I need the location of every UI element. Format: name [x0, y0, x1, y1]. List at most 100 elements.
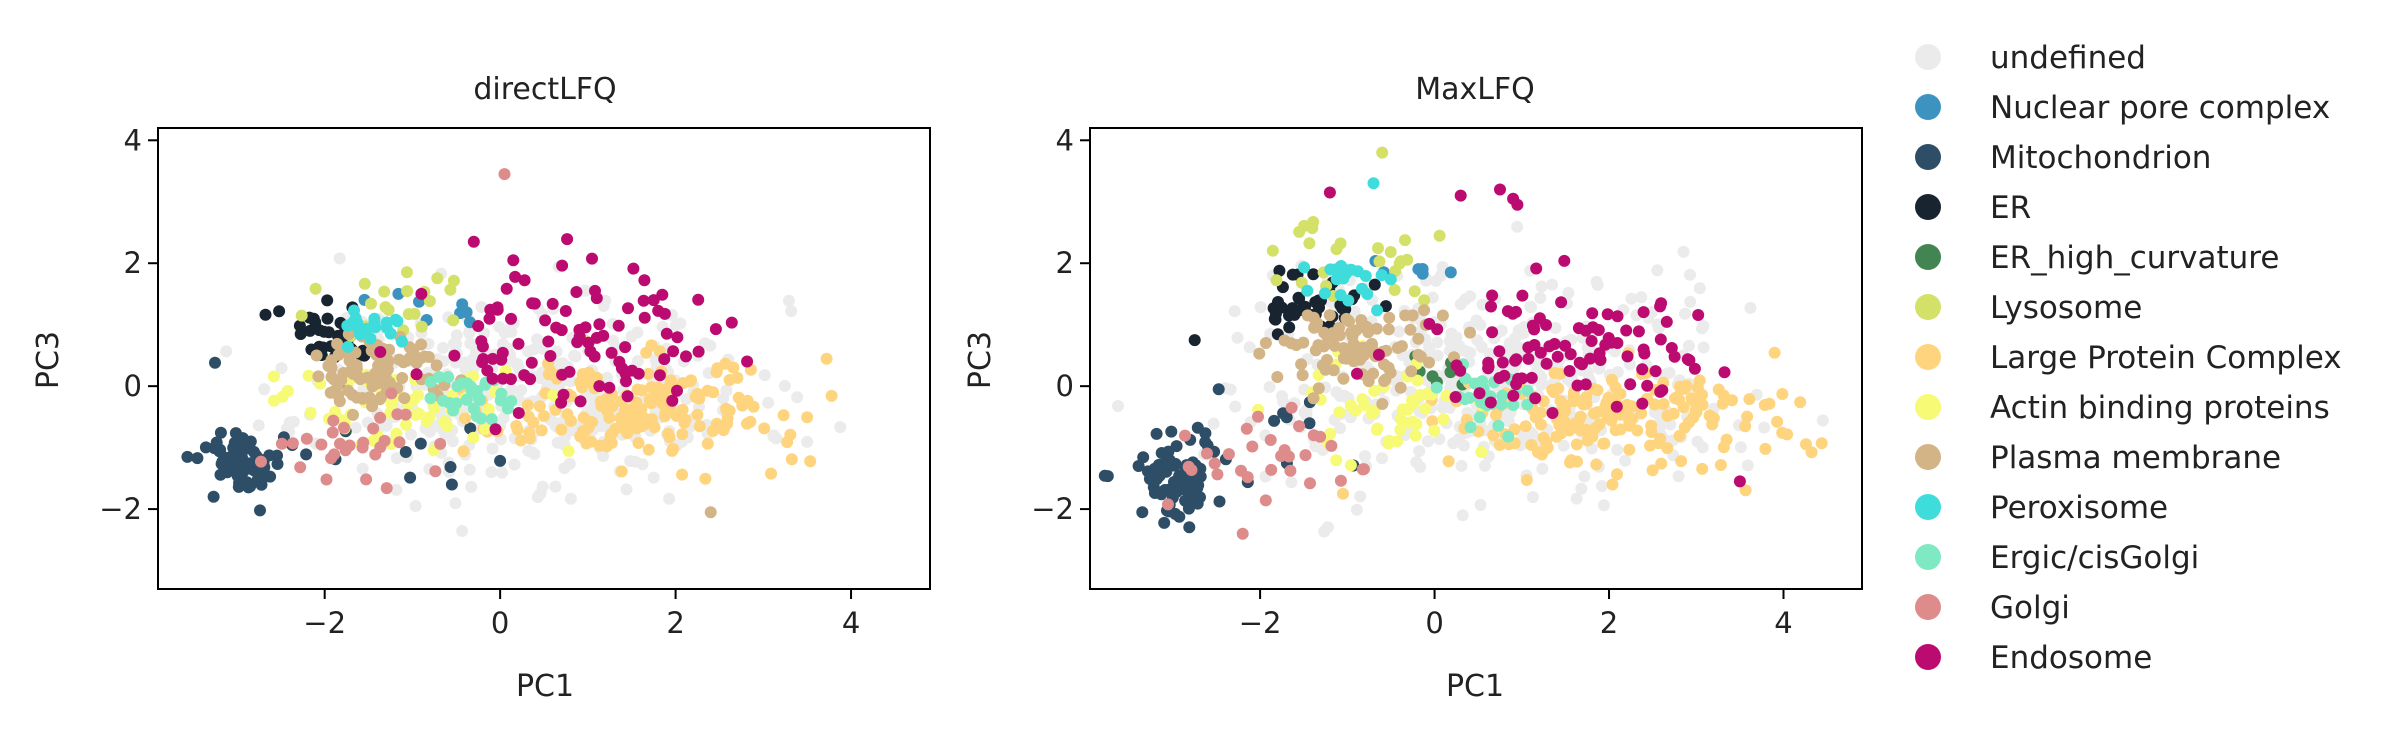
point-large-protein-complex	[514, 434, 527, 447]
point-endosome	[1586, 307, 1599, 320]
point-golgi	[385, 387, 398, 400]
point-undefined	[1758, 421, 1771, 434]
point-endosome	[612, 319, 625, 332]
point-plasma-membrane	[1382, 323, 1395, 336]
point-large-protein-complex	[510, 420, 523, 432]
point-large-protein-complex	[717, 424, 730, 437]
point-er	[321, 312, 334, 325]
point-mitochondrion	[300, 448, 313, 461]
point-actin-binding-proteins	[1407, 397, 1420, 410]
point-undefined	[767, 429, 780, 442]
point-plasma-membrane	[1312, 339, 1325, 352]
point-large-protein-complex	[1771, 415, 1784, 428]
point-large-protein-complex	[1590, 458, 1603, 471]
point-undefined	[1534, 291, 1547, 304]
point-undefined	[409, 500, 422, 512]
point-endosome	[1486, 289, 1499, 302]
point-endosome	[1636, 397, 1649, 410]
point-golgi	[1265, 463, 1278, 476]
point-lysosome	[400, 266, 413, 279]
point-undefined	[333, 252, 346, 265]
point-endosome	[1510, 305, 1522, 318]
point-large-protein-complex	[1565, 454, 1578, 467]
point-plasma-membrane	[1343, 315, 1355, 328]
point-golgi	[498, 168, 511, 181]
point-endosome	[1654, 300, 1667, 313]
point-undefined	[1535, 378, 1548, 391]
point-endosome	[660, 327, 673, 340]
y-tick-label: −2	[99, 492, 142, 526]
point-undefined	[493, 320, 506, 333]
point-er	[1273, 264, 1286, 277]
point-lysosome	[447, 274, 460, 287]
point-endosome	[1649, 365, 1662, 378]
point-large-protein-complex	[758, 422, 771, 435]
point-plasma-membrane	[1355, 314, 1368, 327]
point-peroxisome	[353, 325, 366, 337]
point-undefined	[1453, 340, 1466, 352]
point-peroxisome	[341, 340, 354, 353]
point-undefined	[437, 341, 449, 354]
point-large-protein-complex	[1554, 395, 1567, 408]
point-endosome	[709, 323, 722, 336]
point-actin-binding-proteins	[385, 397, 398, 410]
point-golgi	[369, 448, 382, 461]
point-undefined	[1741, 459, 1754, 472]
point-plasma-membrane	[1391, 341, 1404, 354]
point-golgi	[1334, 474, 1347, 487]
point-mitochondrion	[1182, 477, 1195, 490]
point-er	[1368, 278, 1381, 291]
point-endosome	[579, 321, 592, 334]
point-peroxisome	[368, 316, 381, 329]
point-plasma-membrane	[1316, 359, 1329, 372]
point-endosome	[1493, 345, 1506, 358]
point-endosome	[574, 395, 587, 408]
point-golgi	[1211, 468, 1224, 481]
point-endosome	[415, 287, 428, 300]
point-actin-binding-proteins	[423, 411, 435, 424]
point-mitochondrion	[1148, 487, 1161, 499]
point-undefined	[1337, 389, 1349, 402]
point-undefined	[1470, 314, 1483, 327]
point-undefined	[1682, 339, 1695, 352]
point-large-protein-complex	[630, 396, 642, 409]
point-endosome	[622, 302, 634, 315]
point-actin-binding-proteins	[1370, 423, 1383, 436]
point-golgi	[1259, 494, 1272, 507]
legend-label: Golgi	[1990, 590, 2070, 626]
point-endosome	[512, 407, 525, 419]
point-endosome	[1555, 296, 1568, 309]
point-plasma-membrane	[1253, 347, 1266, 360]
point-plasma-membrane	[325, 354, 338, 367]
legend-marker	[1915, 194, 1941, 220]
point-large-protein-complex	[1567, 395, 1580, 408]
point-undefined	[1535, 280, 1548, 293]
point-golgi	[1356, 463, 1369, 476]
point-ergic-cisgolgi	[1502, 430, 1515, 443]
point-ergic-cisgolgi	[447, 404, 460, 417]
point-peroxisome	[380, 321, 393, 334]
legend-entry-actin-binding-proteins: Actin binding proteins	[1915, 390, 2330, 426]
point-lysosome	[1376, 146, 1389, 159]
point-endosome	[1611, 337, 1624, 349]
panel-maxlfq: MaxLFQ −2 0 2 4 −2 0 2 4 PC1 PC3	[963, 72, 1863, 704]
point-endosome	[1507, 389, 1520, 402]
point-actin-binding-proteins	[467, 431, 480, 444]
point-plasma-membrane	[379, 371, 392, 384]
point-large-protein-complex	[1646, 464, 1659, 477]
point-undefined	[1677, 245, 1690, 258]
point-nuclear-pore-complex	[1412, 263, 1425, 276]
point-undefined	[1734, 441, 1747, 454]
point-mitochondrion	[208, 442, 221, 455]
point-large-protein-complex	[535, 424, 548, 437]
legend-marker	[1915, 544, 1941, 570]
point-large-protein-complex	[1537, 431, 1550, 444]
point-large-protein-complex	[537, 410, 550, 422]
point-undefined	[1453, 433, 1465, 445]
point-actin-binding-proteins	[1411, 374, 1424, 387]
point-ergic-cisgolgi	[1430, 381, 1443, 394]
point-lysosome	[444, 283, 457, 296]
point-undefined	[1456, 509, 1469, 522]
point-large-protein-complex	[521, 399, 534, 412]
point-large-protein-complex	[1776, 426, 1789, 439]
